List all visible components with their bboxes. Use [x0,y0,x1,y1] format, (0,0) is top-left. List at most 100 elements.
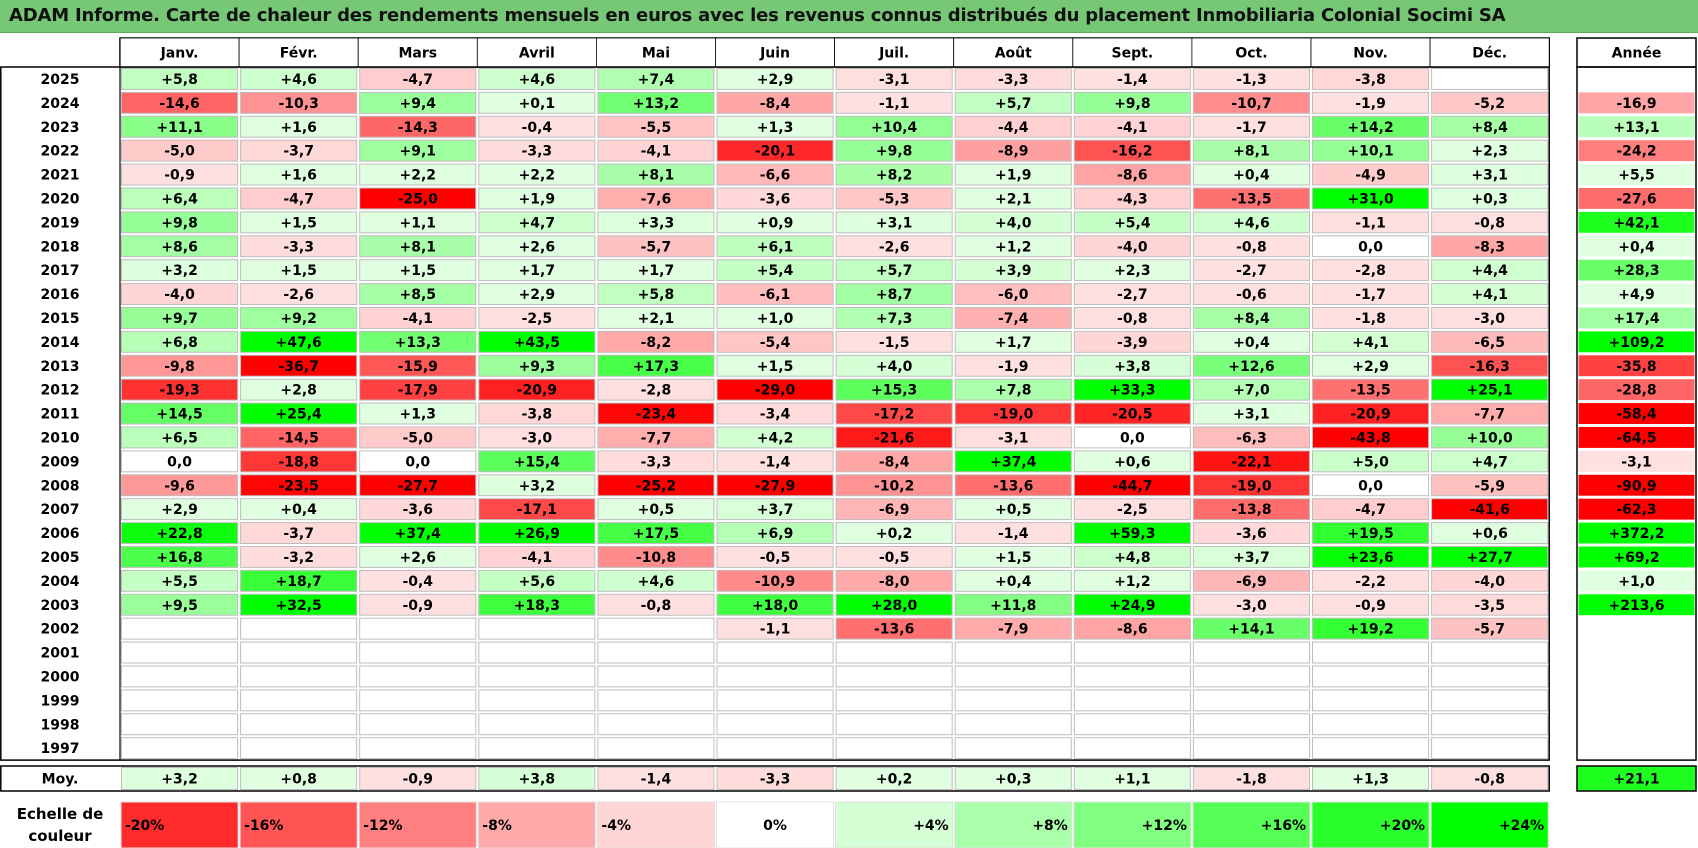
average-label: Moy. [42,772,79,788]
heatmap-value: +4,6 [519,72,556,88]
heatmap-cell [716,163,834,186]
heatmap-value: +9,5 [161,598,198,614]
heatmap-cell [1431,68,1549,90]
heatmap-cell [121,259,239,282]
scale-swatch [716,801,835,848]
heatmap-cell [240,689,358,712]
heatmap-value: -5,5 [641,120,672,136]
heatmap-cell [1192,330,1311,353]
heatmap-cell [597,713,715,736]
heatmap-value: +1,7 [995,335,1032,351]
heatmap-value: +5,8 [638,287,675,303]
heatmap-value: +5,4 [757,263,794,279]
heatmap-cell [478,522,596,544]
heatmap-cell [1192,211,1311,234]
heatmap-cell [478,378,596,401]
heatmap-cell [240,235,358,258]
heatmap-cell [359,211,477,234]
heatmap-value: +1,3 [757,120,794,136]
scale-swatch [835,801,954,848]
heatmap-value: -8,3 [1474,239,1505,255]
scale-swatch [1430,801,1549,848]
heatmap-value: +1,6 [280,168,317,184]
heatmap-cell [1073,689,1191,712]
heatmap-cell [121,91,239,114]
heatmap-cell [359,354,477,377]
heatmap-value: +26,9 [514,526,560,542]
heatmap-value: -4,0 [1117,239,1148,255]
heatmap-value: +4,4 [1471,263,1508,279]
heatmap-cell [597,474,715,497]
heatmap-value: +37,4 [990,454,1037,470]
heatmap-cell [478,163,596,186]
heatmap-cell [359,163,477,186]
heatmap-cell [597,546,715,568]
heatmap-value: -9,8 [164,359,195,375]
heatmap-value: -4,0 [1474,574,1505,590]
heatmap-cell [240,68,358,90]
heatmap-value: -2,6 [283,287,314,303]
annual-cell [1578,140,1695,162]
average-cell [478,767,596,790]
heatmap-cell [954,617,1072,640]
heatmap-cell [478,617,596,640]
heatmap-cell [597,115,715,138]
heatmap-cell [1073,283,1191,306]
annual-value: -35,8 [1616,359,1656,375]
scale-step-label: -12% [363,818,402,834]
title-bar: ADAM Informe. Carte de chaleur des rende… [0,0,1698,33]
heatmap-value: -5,0 [164,144,195,160]
heatmap-cell [478,569,596,592]
annual-value: -90,9 [1616,478,1656,494]
heatmap-cell [240,115,358,138]
heatmap-cell [1192,689,1311,712]
heatmap-value: +3,2 [519,478,556,494]
annual-cell [1578,403,1695,424]
month-header-10: Oct. [1235,46,1267,62]
heatmap-cell [1312,91,1430,114]
heatmap-cell [597,378,715,401]
heatmap-cell [240,91,358,114]
heatmap-value: -16,2 [1112,144,1152,160]
heatmap-value: +0,4 [1233,335,1270,351]
annual-cell [1578,307,1695,329]
heatmap-value: +3,7 [757,502,794,518]
year-label-1999: 1999 [41,693,80,709]
annual-value: -28,8 [1616,383,1656,399]
heatmap-cell [597,689,715,712]
heatmap-cell [1312,617,1430,640]
heatmap-cell [835,569,953,592]
heatmap-cell [835,713,953,736]
scale-step-label: +12% [1142,818,1187,834]
heatmap-cell [478,211,596,234]
heatmap-cell [954,235,1072,258]
heatmap-value: -3,3 [522,144,553,160]
heatmap-cell [597,665,715,688]
heatmap-cell [478,713,596,736]
heatmap-value: -5,7 [641,239,672,255]
heatmap-value: +8,5 [399,287,436,303]
heatmap-cell [1073,211,1191,234]
annual-cell [1578,666,1695,687]
heatmap-cell [597,187,715,210]
heatmap-value: -7,9 [998,622,1029,638]
annual-cell [1578,570,1695,592]
heatmap-cell [597,283,715,306]
heatmap-cell [1192,713,1311,736]
year-label-2023: 2023 [41,120,80,136]
heatmap-value: -3,2 [283,550,314,566]
heatmap-cell [359,402,477,425]
heatmap-cell [835,474,953,497]
annual-cell [1578,92,1695,114]
average-cell [1073,767,1191,790]
heatmap-value: +19,5 [1347,526,1393,542]
heatmap-cell [121,211,239,234]
average-cell [1192,767,1311,790]
heatmap-value: +4,8 [1114,550,1151,566]
heatmap-cell [1431,91,1549,114]
heatmap-value: +1,6 [280,120,317,136]
heatmap-value: -3,9 [1117,335,1148,351]
month-header-2: Févr. [280,46,318,62]
heatmap-value: +17,5 [633,526,679,542]
heatmap-cell [835,307,953,329]
